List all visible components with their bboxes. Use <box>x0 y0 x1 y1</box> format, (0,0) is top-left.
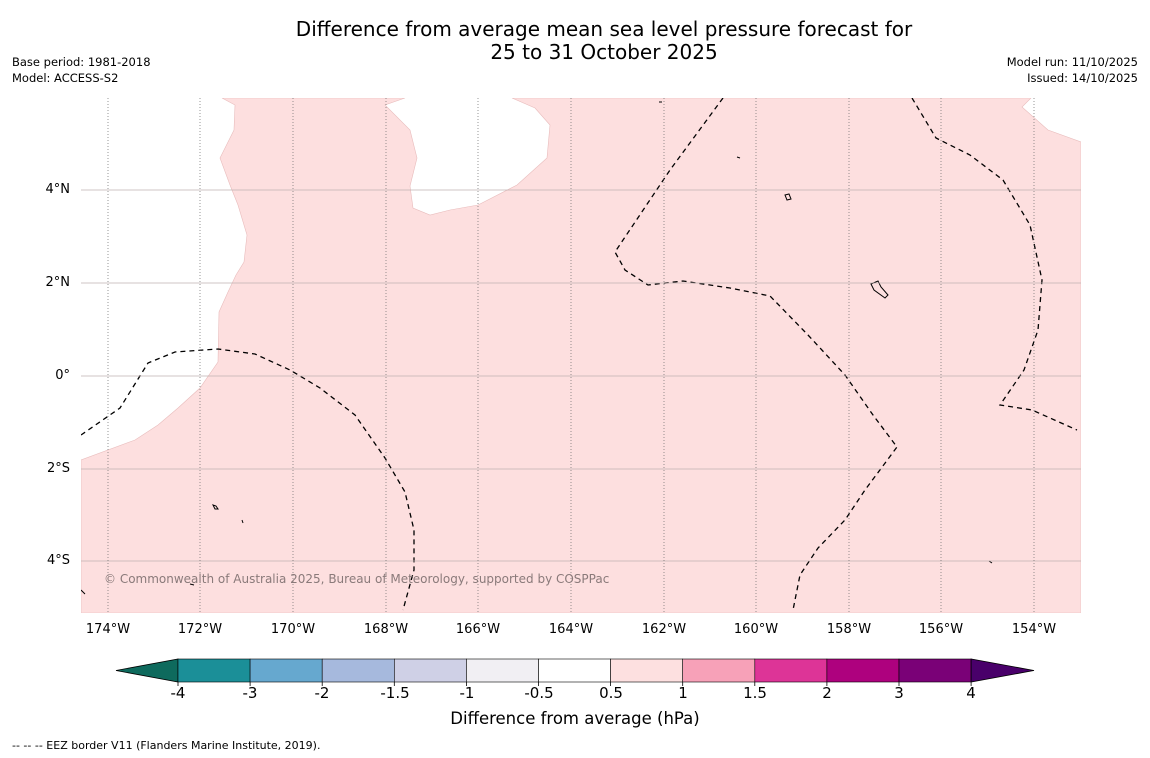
colorbar-segment <box>177 658 251 683</box>
lon-label: 156°W <box>918 622 964 637</box>
eez-legend-footer: -- -- -- EEZ border V11 (Flanders Marine… <box>12 739 321 752</box>
colorbar-segment <box>466 658 539 683</box>
lon-label: 172°W <box>177 622 223 637</box>
colorbar-segment <box>249 658 323 683</box>
lon-label: 154°W <box>1011 622 1057 637</box>
colorbar-tick-label: 3 <box>894 684 904 702</box>
colorbar-tick-label: -0.5 <box>524 684 554 702</box>
colorbar-segment <box>393 658 467 683</box>
colorbar-segment <box>898 658 972 683</box>
lon-label: 158°W <box>826 622 872 637</box>
island-marker <box>212 504 219 510</box>
lon-label: 174°W <box>85 622 131 637</box>
colorbar-extend-high <box>970 658 1035 683</box>
colorbar-tick-label: 1 <box>678 684 688 702</box>
meta-right: Model run: 11/10/2025 Issued: 14/10/2025 <box>1007 54 1138 86</box>
colorbar-tick-label: -3 <box>242 684 258 702</box>
base-period: Base period: 1981-2018 <box>12 55 151 69</box>
colorbar-tick-label: -2 <box>314 684 330 702</box>
colorbar-title: Difference from average (hPa) <box>450 709 700 728</box>
model-name: Model: ACCESS-S2 <box>12 71 119 85</box>
colorbar-segment <box>610 658 683 683</box>
colorbar-segment <box>754 658 828 683</box>
colorbar-segment <box>538 658 611 683</box>
lon-label: 168°W <box>363 622 409 637</box>
eez-borders <box>81 98 1078 611</box>
lat-label: 4°S <box>46 553 70 568</box>
graticule <box>81 98 1081 613</box>
colorbar-tick-label: 2 <box>822 684 832 702</box>
issued-date: Issued: 14/10/2025 <box>1027 71 1138 85</box>
colorbar-tick-label: 0.5 <box>599 684 623 702</box>
lat-label: 2°S <box>46 461 70 476</box>
island-marker <box>784 193 792 201</box>
colorbar-tick-label: -1 <box>459 684 475 702</box>
title-line-1: Difference from average mean sea level p… <box>295 17 913 41</box>
colorbar-tick-label: 1.5 <box>743 684 767 702</box>
eez-border-central <box>614 98 898 611</box>
lat-label: 0° <box>55 368 70 383</box>
colorbar-tick-label: -1.5 <box>380 684 410 702</box>
lat-label: 2°N <box>45 275 71 290</box>
colorbar-tick-label: -4 <box>170 684 186 702</box>
colorbar-extend-low <box>115 658 179 683</box>
lon-label: 160°W <box>733 622 779 637</box>
lat-label: 4°N <box>45 182 71 197</box>
anomaly-region-positive <box>81 98 1081 613</box>
island-marker <box>189 583 195 586</box>
colorbar-segment <box>321 658 395 683</box>
lon-label: 164°W <box>548 622 594 637</box>
chart-title: Difference from average mean sea level p… <box>0 18 1150 64</box>
island-marker <box>241 519 244 524</box>
island-marker <box>870 280 889 299</box>
copyright-notice: © Commonwealth of Australia 2025, Bureau… <box>104 572 610 586</box>
lon-label: 166°W <box>455 622 501 637</box>
lon-label: 170°W <box>270 622 316 637</box>
lon-label: 162°W <box>641 622 687 637</box>
model-run: Model run: 11/10/2025 <box>1006 55 1138 69</box>
island-marker <box>81 589 86 595</box>
colorbar-tick-label: 4 <box>966 684 976 702</box>
colorbar-segment <box>682 658 756 683</box>
eez-border-east <box>911 98 1078 431</box>
meta-left: Base period: 1981-2018 Model: ACCESS-S2 <box>12 54 151 86</box>
islands <box>81 101 993 595</box>
eez-border-west <box>81 348 415 611</box>
island-marker <box>736 156 741 159</box>
title-line-2: 25 to 31 October 2025 <box>490 40 718 64</box>
colorbar-segment <box>826 658 900 683</box>
